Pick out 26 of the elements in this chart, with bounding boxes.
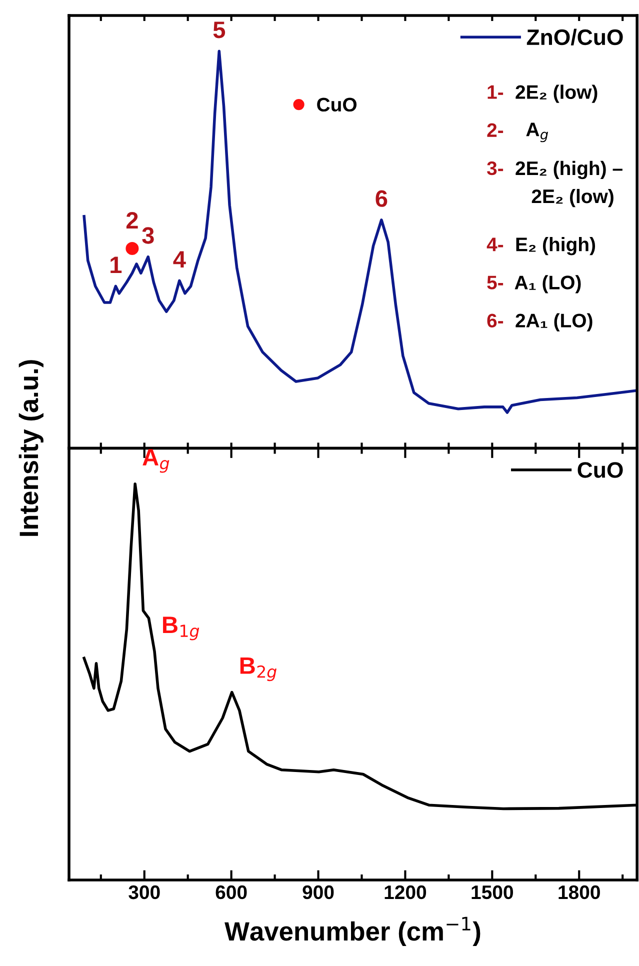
legend-label: CuO bbox=[578, 462, 623, 478]
annotation: 1 bbox=[110, 256, 122, 273]
x-tick-label: 300 bbox=[128, 885, 160, 900]
annotation: B$_{1g}$ bbox=[163, 616, 200, 640]
annotation: 5- A₁ (LO) bbox=[487, 275, 581, 294]
x-tick-label: 900 bbox=[302, 885, 334, 900]
annotation: 3- 2E₂ (high) – 2E₂ (low) bbox=[486, 160, 622, 208]
annotation: 4- E₂ (high) bbox=[486, 237, 596, 256]
annotation: 1- 2E₂ (low) bbox=[488, 84, 598, 103]
x-tick-label: 1500 bbox=[472, 885, 513, 900]
annotation: B$_{2g}$ bbox=[240, 658, 276, 682]
annotation: 2 bbox=[126, 212, 138, 229]
x-tick-label: 1200 bbox=[384, 885, 426, 900]
annotation: 4 bbox=[173, 251, 186, 268]
annotation: 6- 2A₁ (LO) bbox=[487, 313, 592, 332]
x-tick-label: 1800 bbox=[558, 885, 600, 900]
legend-label: CuO bbox=[317, 98, 357, 112]
x-tick-label: 600 bbox=[216, 885, 247, 900]
y-axis-title: Intensity (a.u.) bbox=[18, 360, 44, 536]
annotation: 6 bbox=[376, 190, 388, 207]
annotation: 5 bbox=[213, 22, 226, 38]
annotation: 2- A$_{g}$ bbox=[487, 122, 548, 142]
annotation: A$_{g}$ bbox=[142, 449, 170, 473]
legend-label: ZnO/CuO bbox=[526, 28, 623, 46]
annotation: 3 bbox=[142, 227, 154, 244]
x-axis-title: Wavenumber (cm$^{−1}$) bbox=[224, 916, 480, 946]
